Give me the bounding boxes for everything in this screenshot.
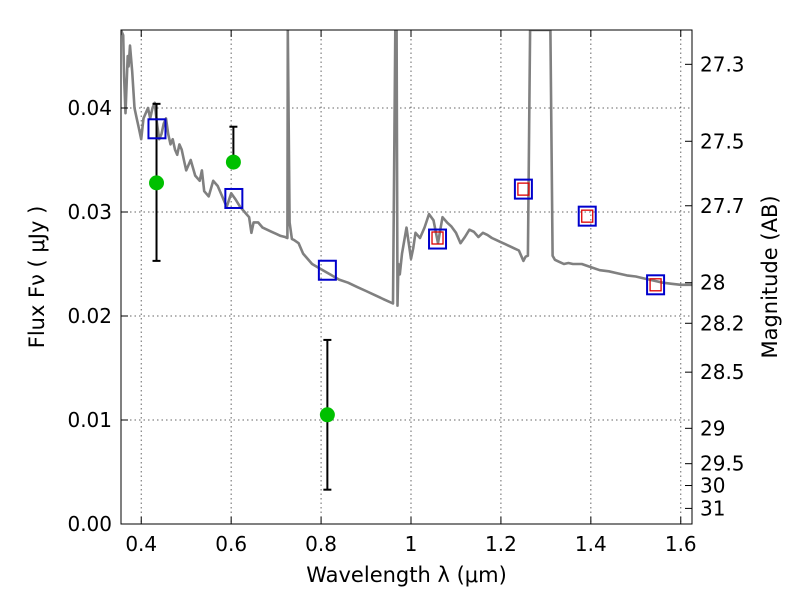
observed-flux-point [225, 154, 241, 170]
x-tick-label: 0.6 [215, 532, 247, 556]
plot-data [121, 30, 692, 491]
observed-flux-point [149, 175, 165, 191]
grid-lines [121, 30, 692, 525]
inner-photometry-square [517, 182, 530, 196]
y2-tick-label: 28 [700, 271, 725, 295]
y-tick-label: 0.00 [67, 512, 112, 536]
model-photometry-square [646, 274, 666, 296]
model-spectrum-line [121, 30, 692, 307]
y2-tick-label: 29.5 [700, 452, 745, 476]
y2-tick-label: 27.3 [700, 52, 745, 76]
x-tick-label: 1.4 [575, 532, 607, 556]
model-photometry-square [577, 205, 597, 227]
y2-axis-label: Magnitude (AB) [758, 195, 782, 358]
y-axis-label: Flux Fν ( μJy ) [25, 206, 49, 349]
y2-tick-label: 29 [700, 416, 725, 440]
x-axis-label: Wavelength λ (μm) [306, 563, 507, 587]
y2-tick-label: 30 [700, 474, 725, 498]
y2-tick-label: 28.2 [700, 311, 745, 335]
model-photometry-square [513, 178, 533, 200]
x-tick-label: 1.6 [665, 532, 697, 556]
axis-ticks: 0.4 0.6 0.8 1 1.2 1.4 1.6 0.00 0.01 0.02 0.03 0.04 2… [67, 30, 745, 556]
x-tick-label: 1.2 [485, 532, 517, 556]
inner-photometry-square [649, 278, 662, 292]
plot-frame [120, 29, 693, 525]
observed-flux-point [319, 407, 335, 423]
y-tick-label: 0.01 [67, 408, 112, 432]
y2-tick-label: 28.5 [700, 360, 745, 384]
y-tick-label: 0.04 [67, 96, 112, 120]
y2-tick-label: 31 [700, 496, 725, 520]
model-photometry-square [224, 187, 244, 209]
y2-tick-label: 27.5 [700, 129, 745, 153]
model-photometry-square [317, 259, 337, 281]
inner-photometry-square [431, 231, 444, 245]
x-tick-label: 0.4 [125, 532, 157, 556]
y-tick-label: 0.02 [67, 304, 112, 328]
y-tick-label: 0.03 [67, 200, 112, 224]
model-photometry-square [147, 118, 167, 140]
y2-tick-label: 27.7 [700, 194, 745, 218]
x-tick-label: 1 [405, 532, 418, 556]
model-photometry-square [428, 228, 448, 250]
x-tick-label: 0.8 [305, 532, 337, 556]
inner-photometry-square [581, 209, 594, 223]
